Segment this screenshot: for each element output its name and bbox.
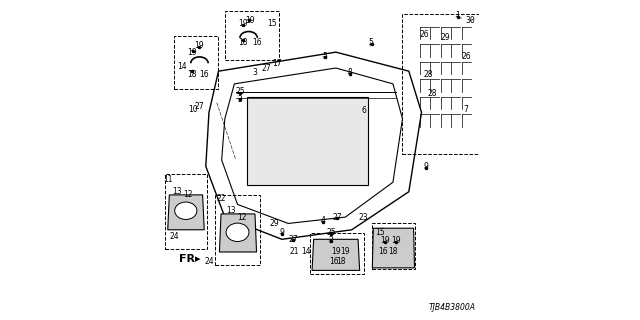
Ellipse shape	[226, 223, 249, 242]
Text: 19: 19	[331, 247, 340, 257]
Text: 6: 6	[362, 106, 367, 115]
Text: 30: 30	[466, 16, 476, 25]
Text: 15: 15	[376, 228, 385, 237]
Text: 28: 28	[423, 70, 433, 79]
Text: 11: 11	[163, 174, 173, 184]
Text: TJB4B3800A: TJB4B3800A	[428, 303, 476, 312]
Text: 9: 9	[280, 228, 284, 237]
Polygon shape	[168, 195, 204, 230]
Text: 28: 28	[428, 89, 437, 98]
Text: 14: 14	[301, 247, 310, 257]
Text: 8: 8	[348, 68, 353, 77]
Text: 19: 19	[340, 247, 350, 257]
Text: 25: 25	[326, 228, 336, 237]
Text: 23: 23	[358, 212, 367, 222]
Polygon shape	[372, 228, 415, 268]
FancyBboxPatch shape	[247, 97, 367, 185]
Text: 18: 18	[187, 70, 196, 79]
Text: 18: 18	[336, 257, 346, 266]
Text: 3: 3	[253, 68, 257, 77]
Text: 21: 21	[290, 247, 300, 257]
Text: 5: 5	[323, 52, 327, 61]
Text: 27: 27	[261, 63, 271, 73]
Text: 7: 7	[463, 105, 468, 114]
Text: 1: 1	[456, 11, 460, 20]
Text: 16: 16	[200, 70, 209, 79]
Text: 24: 24	[169, 232, 179, 241]
Text: 19: 19	[391, 236, 401, 245]
Text: 16: 16	[329, 257, 339, 266]
Text: 12: 12	[237, 212, 247, 222]
Polygon shape	[312, 239, 360, 270]
Text: 13: 13	[172, 187, 181, 196]
Text: 12: 12	[184, 190, 193, 199]
Text: FR▸: FR▸	[179, 253, 200, 263]
Text: 16: 16	[252, 38, 261, 47]
Text: 27: 27	[333, 212, 342, 222]
Text: 24: 24	[204, 257, 214, 266]
Text: 4: 4	[321, 216, 326, 225]
Text: 26: 26	[461, 52, 471, 61]
Text: 16: 16	[379, 247, 388, 257]
Text: 27: 27	[195, 101, 204, 111]
Text: 25: 25	[236, 87, 245, 96]
Text: 19: 19	[187, 48, 196, 57]
Text: 17: 17	[273, 59, 282, 68]
Text: 19: 19	[239, 19, 248, 28]
Text: 19: 19	[245, 16, 255, 25]
Polygon shape	[220, 214, 257, 252]
Text: 26: 26	[420, 30, 429, 39]
Text: 22: 22	[217, 194, 227, 203]
Text: 2: 2	[237, 95, 243, 104]
Text: 19: 19	[195, 41, 204, 50]
Text: 18: 18	[239, 38, 248, 47]
Text: 18: 18	[388, 247, 397, 257]
Ellipse shape	[175, 202, 197, 220]
Text: 29: 29	[269, 219, 279, 228]
Text: 5: 5	[368, 38, 373, 47]
Text: 10: 10	[188, 105, 198, 114]
Text: 19: 19	[380, 236, 390, 245]
Text: 9: 9	[424, 162, 429, 171]
Text: 14: 14	[177, 62, 187, 71]
Text: 27: 27	[288, 235, 298, 244]
Text: 13: 13	[226, 206, 236, 215]
Text: 15: 15	[268, 19, 277, 28]
Text: 2: 2	[329, 236, 333, 245]
Text: 29: 29	[440, 33, 450, 42]
